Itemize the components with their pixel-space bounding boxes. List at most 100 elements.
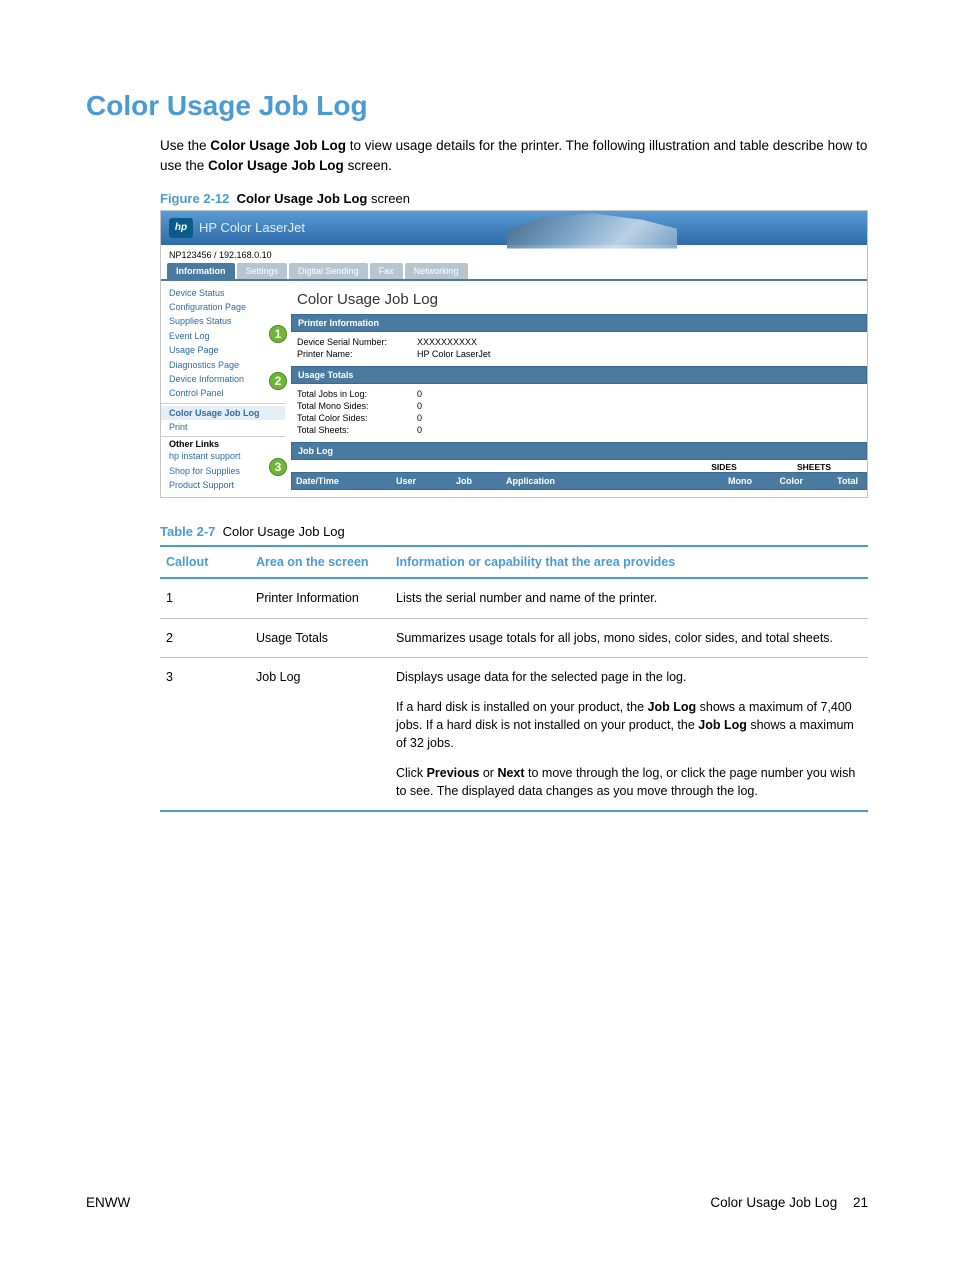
ews-tab-digital-sending[interactable]: Digital Sending [289, 263, 368, 279]
callout-1: 1 [269, 325, 287, 343]
printer-image [507, 205, 677, 249]
sidebar-item[interactable]: Control Panel [161, 386, 285, 400]
ews-joblog-columns: Date/Time User Job Application Mono Colo… [291, 472, 867, 490]
footer-page-number: 21 [853, 1195, 868, 1210]
ews-tab-fax[interactable]: Fax [370, 263, 403, 279]
cell-callout: 1 [160, 578, 250, 618]
ews-header: hp HP Color LaserJet [161, 211, 867, 245]
intro-paragraph: Use the Color Usage Job Log to view usag… [160, 136, 868, 177]
desc-p3: Click Previous or Next to move through t… [396, 764, 862, 800]
kv-val: HP Color LaserJet [417, 349, 490, 359]
col-datetime: Date/Time [296, 476, 396, 486]
page-title: Color Usage Job Log [86, 90, 868, 122]
desc-p2: If a hard disk is installed on your prod… [396, 698, 862, 752]
callout-2: 2 [269, 372, 287, 390]
ews-tab-information[interactable]: Information [167, 263, 235, 279]
table-row: 3 Job Log Displays usage data for the se… [160, 657, 868, 811]
desc-p1: Displays usage data for the selected pag… [396, 668, 862, 686]
figure-strong: Color Usage Job Log [237, 191, 368, 206]
table-row: 1 Printer Information Lists the serial n… [160, 578, 868, 618]
kv-key: Total Mono Sides: [297, 401, 417, 411]
grp-sheets: SHEETS [769, 462, 859, 472]
table-row: 2 Usage Totals Summarizes usage totals f… [160, 618, 868, 657]
b: Job Log [698, 718, 747, 732]
ews-kv-printer-info: Device Serial Number:XXXXXXXXXX Printer … [291, 332, 867, 366]
col-job: Job [456, 476, 506, 486]
ews-main-title: Color Usage Job Log [297, 291, 867, 308]
sidebar-link[interactable]: Shop for Supplies [161, 464, 285, 478]
sidebar-link[interactable]: Product Support [161, 478, 285, 492]
ews-section-printer-info: Printer Information [291, 314, 867, 332]
kv-val: 0 [417, 425, 422, 435]
sidebar-item[interactable]: Device Information [161, 372, 285, 386]
col-total: Total [807, 476, 862, 486]
kv-key: Device Serial Number: [297, 337, 417, 347]
kv-val: XXXXXXXXXX [417, 337, 477, 347]
sidebar-heading: Other Links [161, 436, 225, 451]
ews-tab-networking[interactable]: Networking [405, 263, 468, 279]
ews-tab-settings[interactable]: Settings [237, 263, 288, 279]
intro-text: screen. [344, 158, 392, 173]
cell-callout: 3 [160, 657, 250, 811]
t: Click [396, 766, 427, 780]
footer-right: Color Usage Job Log 21 [710, 1195, 868, 1210]
intro-text: Use the [160, 138, 210, 153]
sidebar-item[interactable]: Event Log [161, 329, 285, 343]
b: Next [497, 766, 524, 780]
sidebar-item[interactable]: Device Status [161, 286, 285, 300]
ews-product-name: HP Color LaserJet [199, 220, 305, 235]
col-color: Color [752, 476, 807, 486]
sidebar-item-selected[interactable]: Color Usage Job Log [161, 406, 285, 420]
ews-joblog-groups: SIDES SHEETS [291, 460, 867, 472]
sidebar-item[interactable]: Usage Page [161, 343, 285, 357]
ews-tab-row: Information Settings Digital Sending Fax… [161, 263, 867, 279]
kv-val: 0 [417, 401, 422, 411]
callout-3: 3 [269, 458, 287, 476]
footer-left: ENWW [86, 1195, 130, 1210]
kv-key: Total Color Sides: [297, 413, 417, 423]
col-mono: Mono [697, 476, 752, 486]
sidebar-item[interactable]: Diagnostics Page [161, 357, 285, 371]
th-area: Area on the screen [250, 546, 390, 578]
cell-callout: 2 [160, 618, 250, 657]
col-user: User [396, 476, 456, 486]
intro-bold-1: Color Usage Job Log [210, 138, 346, 153]
table-caption-text: Color Usage Job Log [223, 524, 345, 539]
cell-area: Job Log [250, 657, 390, 811]
th-info: Information or capability that the area … [390, 546, 868, 578]
sidebar-item[interactable]: Supplies Status [161, 314, 285, 328]
kv-key: Total Sheets: [297, 425, 417, 435]
ews-section-job-log: Job Log [291, 442, 867, 460]
table-caption: Table 2-7 Color Usage Job Log [160, 524, 868, 539]
th-callout: Callout [160, 546, 250, 578]
ews-section-usage-totals: Usage Totals [291, 366, 867, 384]
ews-sidebar: Device Status Configuration Page Supplie… [161, 281, 285, 498]
sidebar-item[interactable]: Print [161, 420, 285, 434]
cell-area: Printer Information [250, 578, 390, 618]
intro-bold-2: Color Usage Job Log [208, 158, 344, 173]
cell-desc: Summarizes usage totals for all jobs, mo… [390, 618, 868, 657]
b: Previous [427, 766, 480, 780]
kv-key: Printer Name: [297, 349, 417, 359]
cell-area: Usage Totals [250, 618, 390, 657]
kv-key: Total Jobs in Log: [297, 389, 417, 399]
ews-screenshot: hp HP Color LaserJet NP123456 / 192.168.… [160, 210, 868, 499]
t: If a hard disk is installed on your prod… [396, 700, 648, 714]
kv-val: 0 [417, 413, 422, 423]
kv-val: 0 [417, 389, 422, 399]
figure-caption: Figure 2-12 Color Usage Job Log screen [160, 191, 868, 206]
grp-sides: SIDES [679, 462, 769, 472]
sidebar-item[interactable]: Configuration Page [161, 300, 285, 314]
cell-desc: Lists the serial number and name of the … [390, 578, 868, 618]
figure-rest: screen [367, 191, 410, 206]
figure-label: Figure 2-12 [160, 191, 229, 206]
cell-desc: Displays usage data for the selected pag… [390, 657, 868, 811]
hp-logo-icon: hp [169, 218, 193, 238]
callout-table: Callout Area on the screen Information o… [160, 545, 868, 812]
b: Job Log [648, 700, 697, 714]
col-application: Application [506, 476, 697, 486]
sidebar-link[interactable]: hp instant support [161, 449, 285, 463]
table-label: Table 2-7 [160, 524, 215, 539]
footer-section: Color Usage Job Log [710, 1195, 837, 1210]
ews-main: Color Usage Job Log Printer Information … [285, 281, 867, 498]
